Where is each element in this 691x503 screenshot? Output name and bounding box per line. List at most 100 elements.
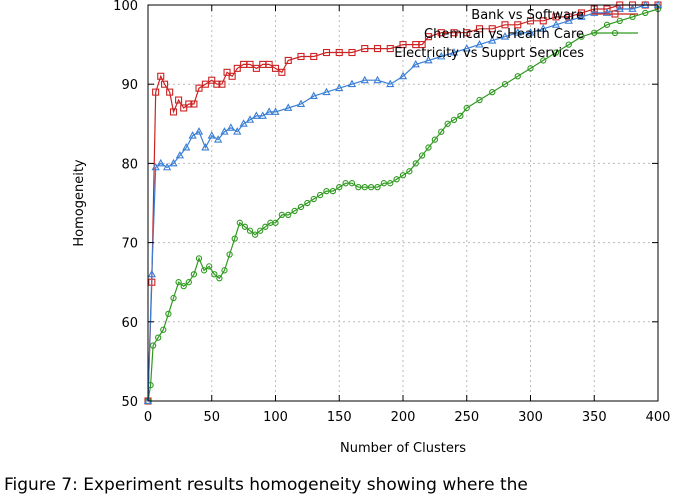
data-point-circle: [616, 17, 623, 24]
data-point-square: [246, 60, 254, 68]
data-point-circle: [231, 235, 238, 242]
series-0: [144, 1, 662, 405]
data-point-triangle: [475, 40, 484, 48]
data-point-square: [501, 21, 509, 29]
data-point-triangle: [147, 269, 156, 278]
data-point-triangle: [360, 75, 369, 84]
x-tick-label: 50: [203, 410, 220, 425]
data-point-triangle: [513, 28, 522, 36]
data-point-circle: [514, 73, 521, 80]
data-point-circle: [406, 168, 413, 175]
data-point-circle: [190, 271, 198, 278]
data-point-square: [514, 21, 522, 29]
data-point-circle: [348, 180, 356, 187]
data-point-circle: [463, 104, 470, 112]
data-point-square: [201, 80, 209, 88]
data-point-square: [157, 72, 165, 80]
data-point-square: [223, 68, 231, 76]
data-point-circle: [221, 267, 228, 274]
data-point-square: [228, 72, 236, 80]
data-point-circle: [170, 294, 177, 302]
data-point-circle: [185, 279, 192, 286]
data-point-square: [278, 68, 286, 76]
data-point-circle: [361, 184, 368, 191]
data-point-circle: [476, 96, 483, 104]
data-point-triangle: [162, 162, 172, 171]
legend-entry: Chemical vs Health Care: [424, 27, 638, 42]
data-point-triangle: [175, 150, 185, 159]
data-point-square: [218, 80, 226, 88]
data-point-triangle: [264, 107, 274, 115]
series-layer: [143, 0, 663, 405]
data-point-circle: [285, 211, 292, 219]
data-point-circle: [355, 184, 362, 191]
data-point-circle: [226, 251, 233, 258]
y-tick-label: 60: [121, 316, 138, 331]
data-point-square: [463, 29, 471, 37]
data-point-square: [297, 52, 305, 61]
data-point-circle: [200, 267, 208, 274]
y-tick-label: 80: [121, 157, 138, 172]
grid: [148, 5, 658, 401]
data-point-circle: [342, 180, 349, 187]
x-tick-label: 100: [263, 410, 288, 425]
legend: Bank vs Software Chemical vs Health Care E…: [394, 8, 638, 61]
data-point-triangle: [258, 111, 267, 119]
data-point-square: [233, 64, 241, 72]
data-point-triangle: [271, 107, 280, 115]
data-point-triangle: [411, 59, 420, 68]
data-point-square: [166, 88, 174, 96]
data-point-square: [161, 80, 169, 88]
data-point-circle: [297, 203, 305, 211]
data-point-circle: [642, 9, 649, 17]
data-point-circle: [387, 180, 394, 187]
data-point-circle: [438, 128, 445, 135]
data-point-triangle: [207, 131, 216, 139]
data-point-circle: [444, 120, 451, 127]
data-point-triangle: [347, 79, 357, 88]
data-point-triangle: [386, 79, 395, 88]
data-point-triangle: [245, 115, 255, 123]
data-point-triangle: [226, 123, 236, 131]
x-axis-label: Number of Clusters: [340, 441, 466, 456]
data-point-circle: [412, 160, 419, 167]
data-point-square: [190, 100, 198, 108]
data-point-circle: [175, 279, 182, 286]
data-point-circle: [418, 152, 426, 159]
data-point-triangle: [233, 127, 242, 135]
x-tick-label: 250: [454, 410, 479, 425]
data-point-triangle: [213, 135, 223, 143]
data-point-circle: [425, 144, 432, 151]
data-point-circle: [501, 81, 509, 88]
series-1: [144, 5, 662, 405]
data-point-square: [526, 17, 535, 25]
x-tick-label: 400: [646, 410, 671, 425]
data-point-triangle: [602, 8, 612, 16]
x-tick-label: 350: [582, 410, 607, 425]
data-point-square: [213, 80, 221, 88]
data-point-square: [271, 64, 280, 72]
data-point-square: [152, 88, 160, 96]
figure-caption: Figure 7: Experiment results homogeneity…: [4, 475, 528, 495]
data-point-square: [418, 41, 426, 49]
data-point-circle: [611, 29, 619, 37]
data-point-circle: [155, 334, 162, 341]
data-point-triangle: [539, 24, 548, 32]
data-point-square: [386, 45, 394, 53]
data-point-square: [180, 104, 188, 112]
data-point-circle: [236, 219, 243, 226]
data-point-triangle: [296, 99, 306, 107]
data-point-square: [577, 9, 586, 17]
data-point-triangle: [488, 36, 497, 44]
data-point-circle: [323, 187, 330, 195]
x-tick-label: 300: [518, 410, 543, 425]
data-point-circle: [399, 172, 407, 179]
data-point-circle: [195, 255, 203, 262]
data-point-square: [361, 45, 369, 53]
data-point-square: [552, 13, 560, 21]
data-point-triangle: [156, 158, 165, 167]
data-point-triangle: [182, 143, 191, 151]
data-point-circle: [262, 223, 269, 230]
data-point-circle: [304, 199, 311, 207]
data-point-triangle: [220, 127, 229, 135]
